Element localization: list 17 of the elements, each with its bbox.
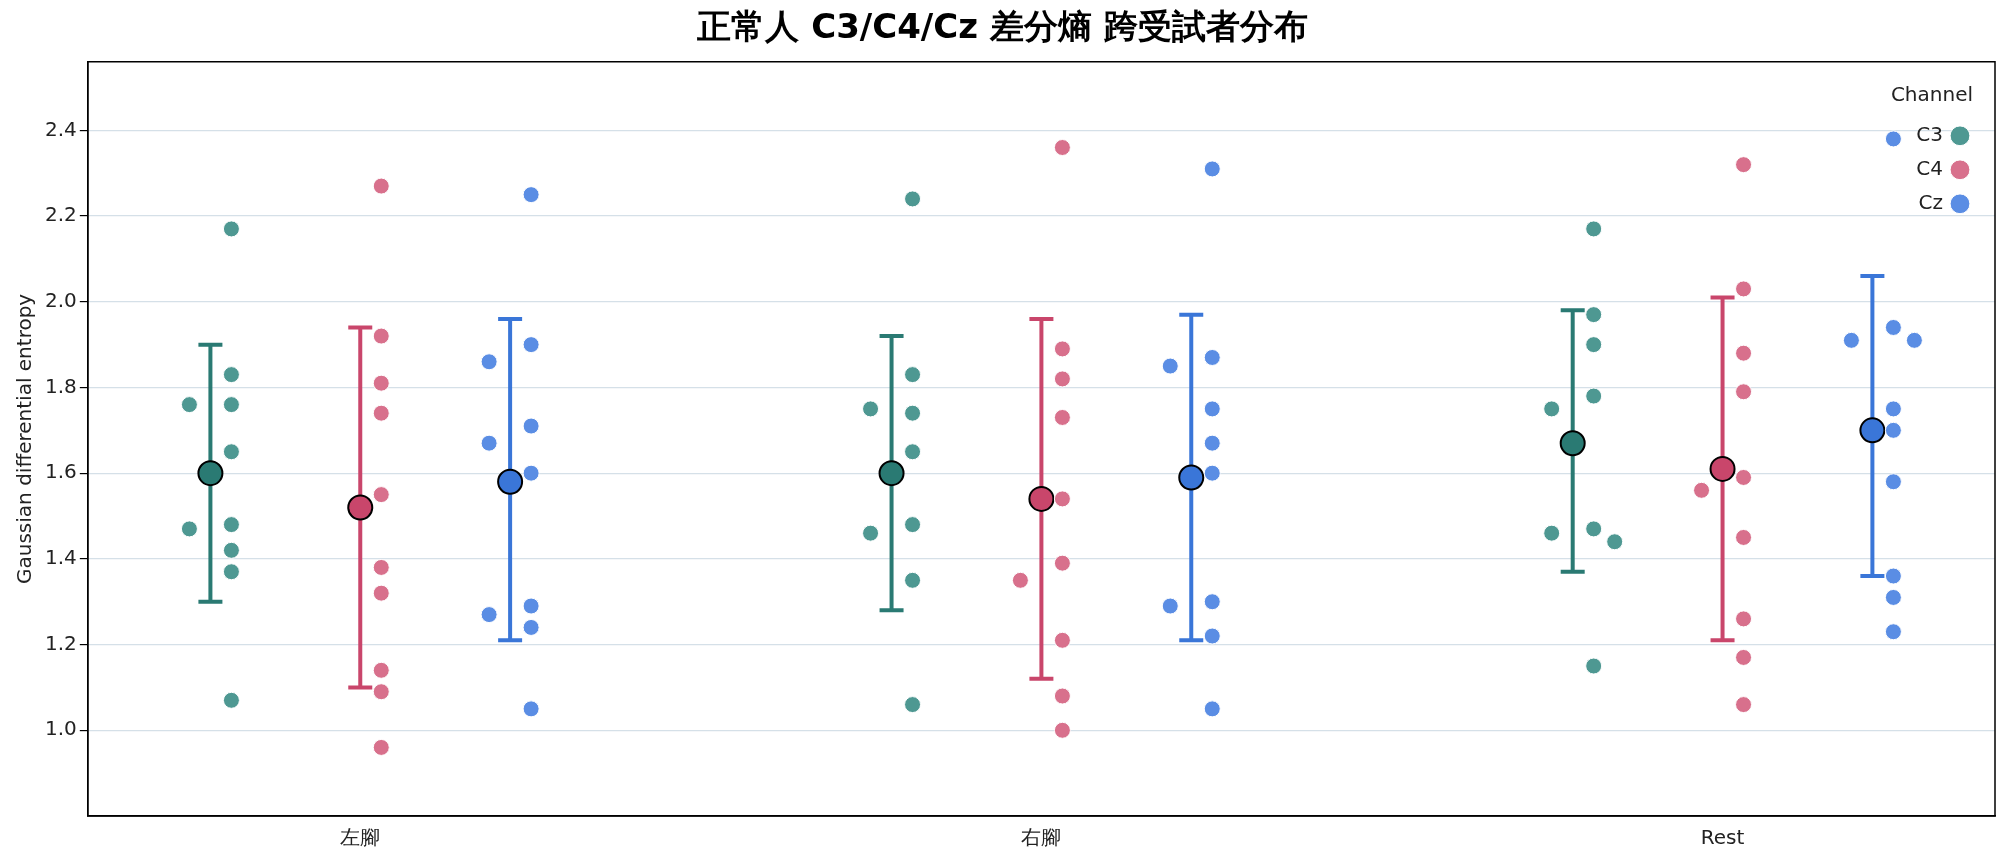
y-tick-label: 1.8 bbox=[44, 373, 77, 398]
legend-label: Cz bbox=[1918, 190, 1943, 214]
y-tick-label: 2.2 bbox=[44, 202, 77, 227]
y-tick-label: 2.0 bbox=[44, 287, 77, 312]
y-tick-label: 1.6 bbox=[44, 459, 77, 484]
x-tick-label: Rest bbox=[1700, 825, 1745, 850]
x-tick-label: 右腳 bbox=[1021, 825, 1062, 850]
y-tick-label: 1.0 bbox=[44, 716, 77, 741]
chart-title: 正常人 C3/C4/Cz 差分熵 跨受試者分布 bbox=[696, 6, 1308, 47]
legend-title: Channel bbox=[1890, 82, 1973, 106]
y-tick-label: 1.2 bbox=[44, 630, 77, 655]
y-tick-label: 2.4 bbox=[44, 116, 77, 141]
legend-label: C3 bbox=[1916, 122, 1943, 146]
y-axis-title: Gaussian differential entropy bbox=[12, 293, 37, 584]
x-tick-label: 左腳 bbox=[340, 825, 381, 850]
y-tick-label: 1.4 bbox=[44, 545, 77, 570]
legend-label: C4 bbox=[1916, 156, 1943, 180]
